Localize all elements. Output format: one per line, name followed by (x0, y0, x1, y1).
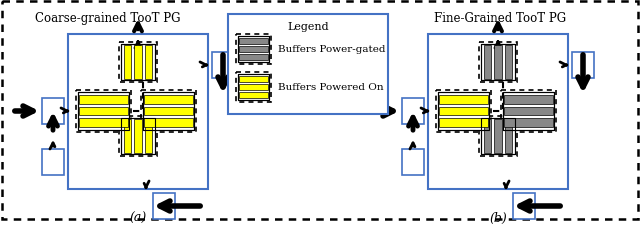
Text: (b): (b) (489, 211, 507, 224)
Bar (42, 99, 64, 125)
Bar (503, 93, 554, 131)
Bar (438, 93, 489, 131)
Bar (239, 39, 268, 45)
Bar (121, 45, 155, 81)
Bar (494, 119, 502, 153)
Bar (513, 193, 535, 219)
Bar (481, 45, 515, 81)
Bar (79, 96, 128, 104)
Bar (145, 46, 152, 80)
Bar (481, 45, 515, 81)
Bar (504, 96, 553, 104)
Bar (439, 107, 488, 116)
Text: Fine-Grained TooT PG: Fine-Grained TooT PG (434, 12, 566, 25)
Bar (572, 53, 594, 79)
Bar (76, 91, 131, 132)
Bar (504, 119, 553, 127)
Bar (428, 35, 568, 189)
Bar (124, 119, 131, 153)
Bar (439, 119, 488, 127)
Bar (238, 37, 269, 63)
Bar (78, 93, 129, 131)
Bar (42, 149, 64, 175)
Bar (79, 107, 128, 116)
Bar (121, 119, 155, 154)
Bar (236, 35, 271, 65)
Bar (239, 85, 268, 91)
Bar (145, 119, 152, 153)
Bar (238, 75, 269, 100)
Bar (228, 15, 388, 115)
Bar (484, 46, 492, 80)
Bar (78, 93, 129, 131)
Bar (134, 46, 141, 80)
Bar (121, 119, 155, 154)
Bar (239, 47, 268, 53)
Bar (479, 43, 517, 83)
Bar (239, 93, 268, 98)
Bar (402, 99, 424, 125)
Bar (504, 46, 512, 80)
Bar (494, 46, 502, 80)
Bar (438, 93, 489, 131)
Bar (68, 35, 208, 189)
Bar (481, 119, 515, 154)
Bar (436, 91, 491, 132)
Bar (134, 119, 141, 153)
Bar (236, 73, 271, 103)
Bar (119, 116, 157, 156)
Text: Buffers Powered On: Buffers Powered On (278, 83, 383, 92)
Text: Coarse-grained TooT PG: Coarse-grained TooT PG (35, 12, 180, 25)
Bar (239, 77, 268, 82)
Bar (124, 46, 131, 80)
Bar (121, 45, 155, 81)
Text: Buffers Power-gated: Buffers Power-gated (278, 45, 385, 54)
Bar (119, 43, 157, 83)
Bar (239, 55, 268, 61)
Bar (504, 119, 512, 153)
Text: (a): (a) (129, 211, 147, 224)
Bar (503, 93, 554, 131)
Bar (153, 193, 175, 219)
Bar (143, 93, 194, 131)
Bar (143, 93, 194, 131)
Bar (501, 91, 556, 132)
Bar (144, 107, 193, 116)
Bar (79, 119, 128, 127)
Bar (402, 149, 424, 175)
Bar (481, 119, 515, 154)
Bar (144, 119, 193, 127)
Bar (238, 75, 269, 100)
Bar (144, 96, 193, 104)
Bar (504, 107, 553, 116)
Bar (484, 119, 492, 153)
Bar (439, 96, 488, 104)
Bar (141, 91, 196, 132)
Bar (479, 116, 517, 156)
Text: Legend: Legend (287, 22, 329, 32)
Bar (238, 37, 269, 63)
Bar (212, 53, 234, 79)
